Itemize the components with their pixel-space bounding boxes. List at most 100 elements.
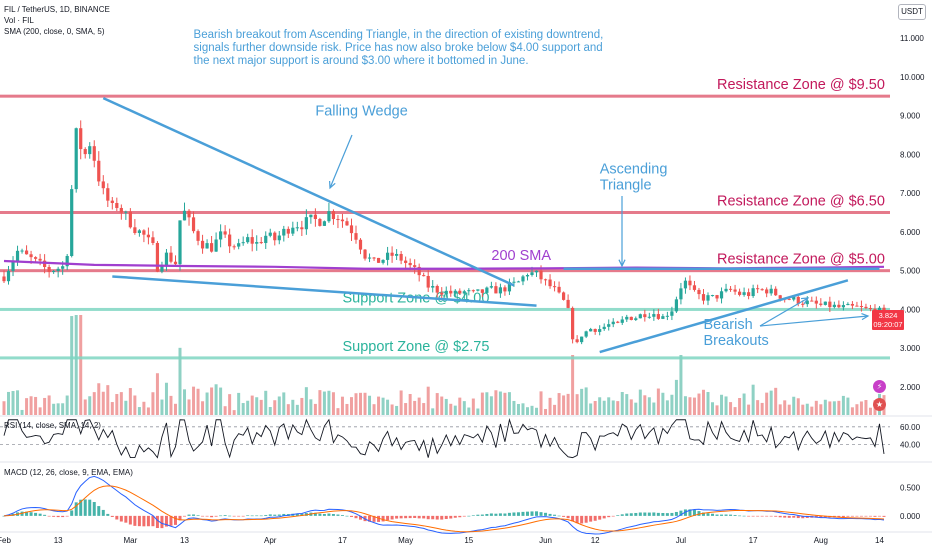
candle — [399, 250, 403, 265]
candle — [728, 286, 733, 292]
candle-body — [765, 289, 769, 294]
candle-body — [710, 295, 715, 297]
zone-line — [0, 94, 890, 98]
volume-bar — [566, 393, 570, 415]
macd-histogram-bar — [873, 515, 877, 517]
volume-bar — [440, 396, 444, 415]
macd-histogram-bar — [183, 515, 187, 517]
candle-body — [652, 314, 656, 317]
candle-body — [345, 221, 349, 226]
macd-tick-label: 0.500 — [900, 484, 921, 493]
candle-body — [440, 292, 444, 295]
candle-body — [733, 289, 737, 292]
macd-histogram-bar — [846, 515, 850, 517]
macd-histogram-bar — [160, 515, 164, 529]
volume-bar — [787, 404, 791, 415]
candle — [268, 228, 272, 238]
candle-body — [52, 271, 56, 273]
macd-histogram-bar — [841, 515, 845, 517]
candle-body — [277, 235, 281, 241]
candle — [200, 234, 205, 254]
macd-histogram-bar — [422, 515, 426, 519]
volume-bar — [92, 392, 96, 415]
volume-bar — [562, 395, 566, 415]
candle — [580, 336, 584, 345]
volume-bar — [295, 404, 299, 415]
candle-body — [214, 239, 218, 252]
volume-bar — [485, 392, 489, 415]
date-tick-label: Apr — [264, 536, 277, 545]
candle-body — [115, 202, 119, 208]
macd-histogram-bar — [395, 515, 399, 519]
candle — [765, 287, 769, 298]
volume-bar — [282, 392, 286, 415]
candle — [119, 204, 123, 220]
candle — [169, 246, 173, 264]
macd-histogram-bar — [516, 512, 520, 516]
macd-histogram-bar — [372, 515, 376, 522]
volume-bar — [805, 403, 809, 415]
macd-histogram-bar — [467, 515, 471, 517]
candle — [345, 217, 349, 226]
candle — [241, 236, 245, 246]
candle-body — [431, 286, 435, 288]
candle — [417, 263, 421, 282]
macd-histogram-bar — [83, 499, 87, 516]
volume-bar — [670, 394, 674, 415]
candle-body — [512, 281, 516, 283]
candle — [155, 241, 160, 273]
macd-histogram-bar — [489, 513, 493, 516]
volume-bar — [115, 394, 119, 415]
symbol-title[interactable]: FIL / TetherUS, 1D, BINANCE — [4, 5, 110, 14]
zone-label: Support Zone @ $2.75 — [342, 339, 489, 355]
candle-body — [638, 314, 642, 319]
volume-bar — [196, 388, 200, 415]
volume-bar — [178, 347, 182, 415]
candle — [571, 306, 575, 344]
trendline-wedge-lower — [112, 275, 537, 307]
candle — [634, 316, 638, 321]
candle — [638, 313, 642, 319]
sma-indicator-label[interactable]: SMA (200, close, 0, SMA, 5) — [4, 27, 105, 36]
volume-bar — [273, 400, 277, 415]
candle — [354, 225, 358, 244]
candle — [507, 278, 512, 295]
macd-histogram-bar — [711, 513, 715, 516]
volume-indicator-label[interactable]: Vol · FIL — [4, 16, 34, 25]
zone-line — [0, 356, 890, 360]
candle-body — [318, 219, 322, 226]
candle — [101, 175, 105, 195]
volume-bar — [97, 383, 101, 415]
date-tick-label: 12 — [591, 536, 600, 545]
volume-bar — [133, 395, 137, 415]
volume-bar — [169, 395, 173, 415]
candle-body — [846, 303, 850, 306]
candle-body — [841, 305, 845, 308]
volume-bar — [846, 397, 850, 415]
candle-body — [200, 240, 205, 249]
candle-body — [336, 219, 340, 221]
annotation-line: Bearish — [703, 317, 752, 333]
macd-histogram-bar — [228, 515, 232, 517]
macd-histogram-bar — [431, 515, 435, 520]
candle — [453, 289, 457, 298]
currency-selector[interactable]: USDT — [898, 4, 926, 20]
volume-bar — [331, 392, 335, 415]
candle-body — [151, 237, 155, 243]
candle-body — [209, 243, 214, 252]
macd-histogram-bar — [25, 511, 29, 516]
volume-bar — [56, 403, 60, 415]
us-flag-icon[interactable]: ★ — [873, 398, 886, 411]
macd-histogram-bar — [747, 515, 751, 517]
candle-body — [237, 243, 241, 247]
candle — [819, 298, 823, 307]
alert-lightning-icon[interactable]: ⚡ — [873, 380, 886, 393]
volume-bar — [760, 402, 764, 415]
date-tick-label: 17 — [749, 536, 758, 545]
candle — [164, 249, 169, 271]
volume-bar — [598, 397, 602, 415]
volume-bar — [368, 395, 372, 415]
macd-histogram-bar — [738, 515, 742, 517]
date-tick-label: 15 — [464, 536, 473, 545]
volume-bar — [539, 391, 543, 415]
